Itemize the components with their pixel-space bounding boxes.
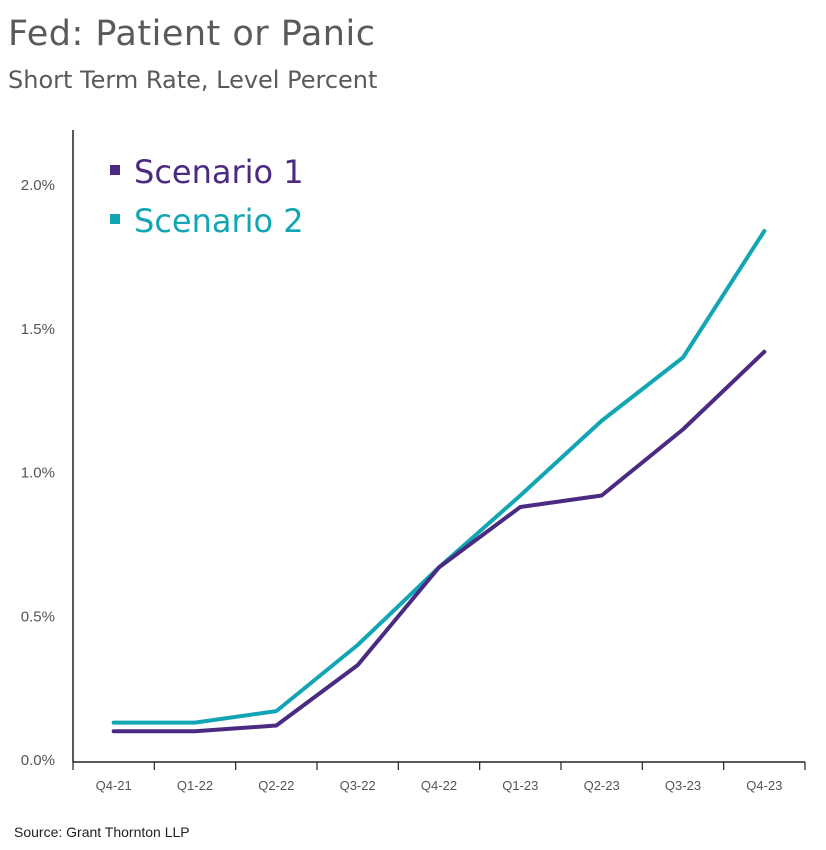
legend-label: Scenario 2 <box>134 202 304 240</box>
legend: Scenario 1 Scenario 2 <box>110 153 304 240</box>
source-note: Source: Grant Thornton LLP <box>14 824 190 840</box>
x-tick-label: Q4-21 <box>96 778 132 793</box>
legend-swatch <box>110 165 120 175</box>
chart-title: Fed: Patient or Panic <box>8 14 376 54</box>
legend-swatch <box>110 214 120 224</box>
legend-label: Scenario 1 <box>134 153 304 191</box>
x-tick-label: Q3-22 <box>340 778 376 793</box>
y-tick-label: 1.0% <box>21 465 55 482</box>
series-line-scenario-2 <box>111 229 767 725</box>
x-tick-label: Q2-23 <box>584 778 620 793</box>
x-tick-label: Q4-22 <box>421 778 457 793</box>
x-tick-label: Q2-22 <box>258 778 294 793</box>
x-tick-label: Q3-23 <box>665 778 701 793</box>
y-tick-label: 0.5% <box>21 608 55 625</box>
y-tick-label: 1.5% <box>21 321 55 338</box>
y-axis-ticks: 0.0% 0.5% 1.0% 1.5% 2.0% <box>21 177 55 769</box>
y-tick-label: 0.0% <box>21 752 55 769</box>
x-axis-ticks: Q4-21 Q1-22 Q2-22 Q3-22 Q4-22 Q1-23 Q2-23 Q3-23… <box>72 762 806 793</box>
x-tick-label: Q4-23 <box>746 778 782 793</box>
chart-subtitle: Short Term Rate, Level Percent <box>8 66 378 94</box>
y-tick-label: 2.0% <box>21 177 55 194</box>
series-lines <box>111 229 767 734</box>
x-tick-label: Q1-22 <box>177 778 213 793</box>
x-tick-label: Q1-23 <box>502 778 538 793</box>
series-line-scenario-1 <box>111 349 767 734</box>
